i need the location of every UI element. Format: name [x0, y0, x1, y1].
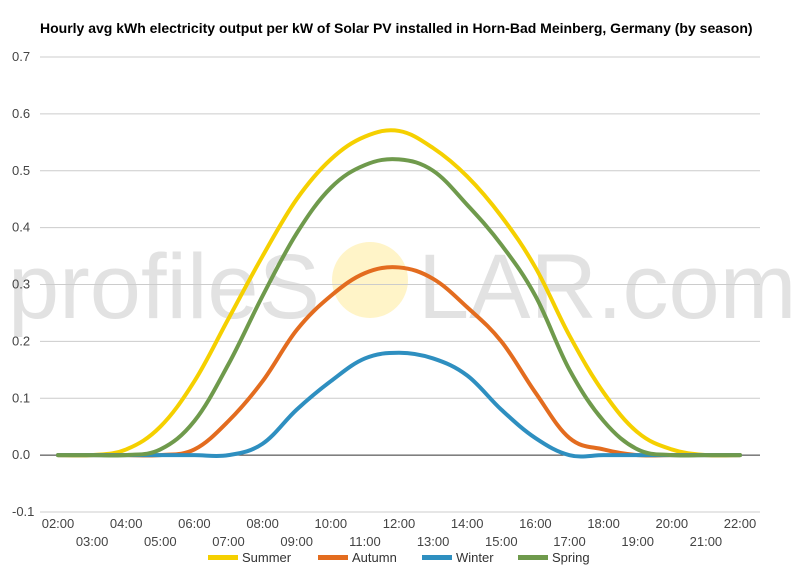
x-tick-label: 02:00 — [42, 516, 75, 531]
y-tick-label: 0.5 — [12, 163, 30, 178]
legend-label: Autumn — [352, 550, 397, 565]
legend-swatch — [518, 555, 548, 560]
legend-swatch — [208, 555, 238, 560]
x-tick-label: 22:00 — [724, 516, 757, 531]
x-tick-label: 07:00 — [212, 534, 245, 549]
y-tick-label: 0.7 — [12, 49, 30, 64]
watermark-text-left: profileS — [8, 236, 320, 338]
x-tick-label: 15:00 — [485, 534, 518, 549]
x-tick-label: 12:00 — [383, 516, 416, 531]
x-tick-label: 08:00 — [246, 516, 279, 531]
legend-label: Spring — [552, 550, 590, 565]
y-tick-label: 0.1 — [12, 390, 30, 405]
x-tick-label: 19:00 — [621, 534, 654, 549]
y-tick-label: 0.2 — [12, 333, 30, 348]
x-tick-label: 17:00 — [553, 534, 586, 549]
series-line-spring — [56, 157, 742, 458]
x-tick-label: 18:00 — [587, 516, 620, 531]
y-tick-label: 0.3 — [12, 277, 30, 292]
series-line-summer — [56, 128, 742, 458]
x-tick-label: 21:00 — [690, 534, 723, 549]
x-tick-label: 04:00 — [110, 516, 143, 531]
x-tick-label: 03:00 — [76, 534, 109, 549]
x-tick-label: 10:00 — [315, 516, 348, 531]
watermark-sun — [332, 242, 408, 318]
legend-label: Winter — [456, 550, 494, 565]
y-tick-label: 0.6 — [12, 106, 30, 121]
x-tick-label: 16:00 — [519, 516, 552, 531]
x-tick-label: 05:00 — [144, 534, 177, 549]
x-tick-label: 13:00 — [417, 534, 450, 549]
x-axis: 02:0003:0004:0005:0006:0007:0008:0009:00… — [42, 516, 757, 549]
x-tick-label: 14:00 — [451, 516, 484, 531]
y-tick-label: 0.0 — [12, 447, 30, 462]
legend-swatch — [422, 555, 452, 560]
series-lines — [56, 128, 742, 459]
x-tick-label: 20:00 — [656, 516, 689, 531]
x-tick-label: 06:00 — [178, 516, 211, 531]
x-tick-label: 09:00 — [280, 534, 313, 549]
y-tick-label: -0.1 — [12, 504, 34, 519]
watermark-text-right: LAR.com — [418, 236, 796, 338]
legend-label: Summer — [242, 550, 292, 565]
series-line-winter — [56, 350, 742, 459]
chart-title: Hourly avg kWh electricity output per kW… — [40, 20, 753, 36]
x-tick-label: 11:00 — [349, 534, 381, 549]
legend-swatch — [318, 555, 348, 560]
legend: Summer Autumn Winter Spring — [208, 550, 590, 565]
y-tick-label: 0.4 — [12, 220, 30, 235]
watermark: profileS LAR.com — [8, 236, 796, 338]
